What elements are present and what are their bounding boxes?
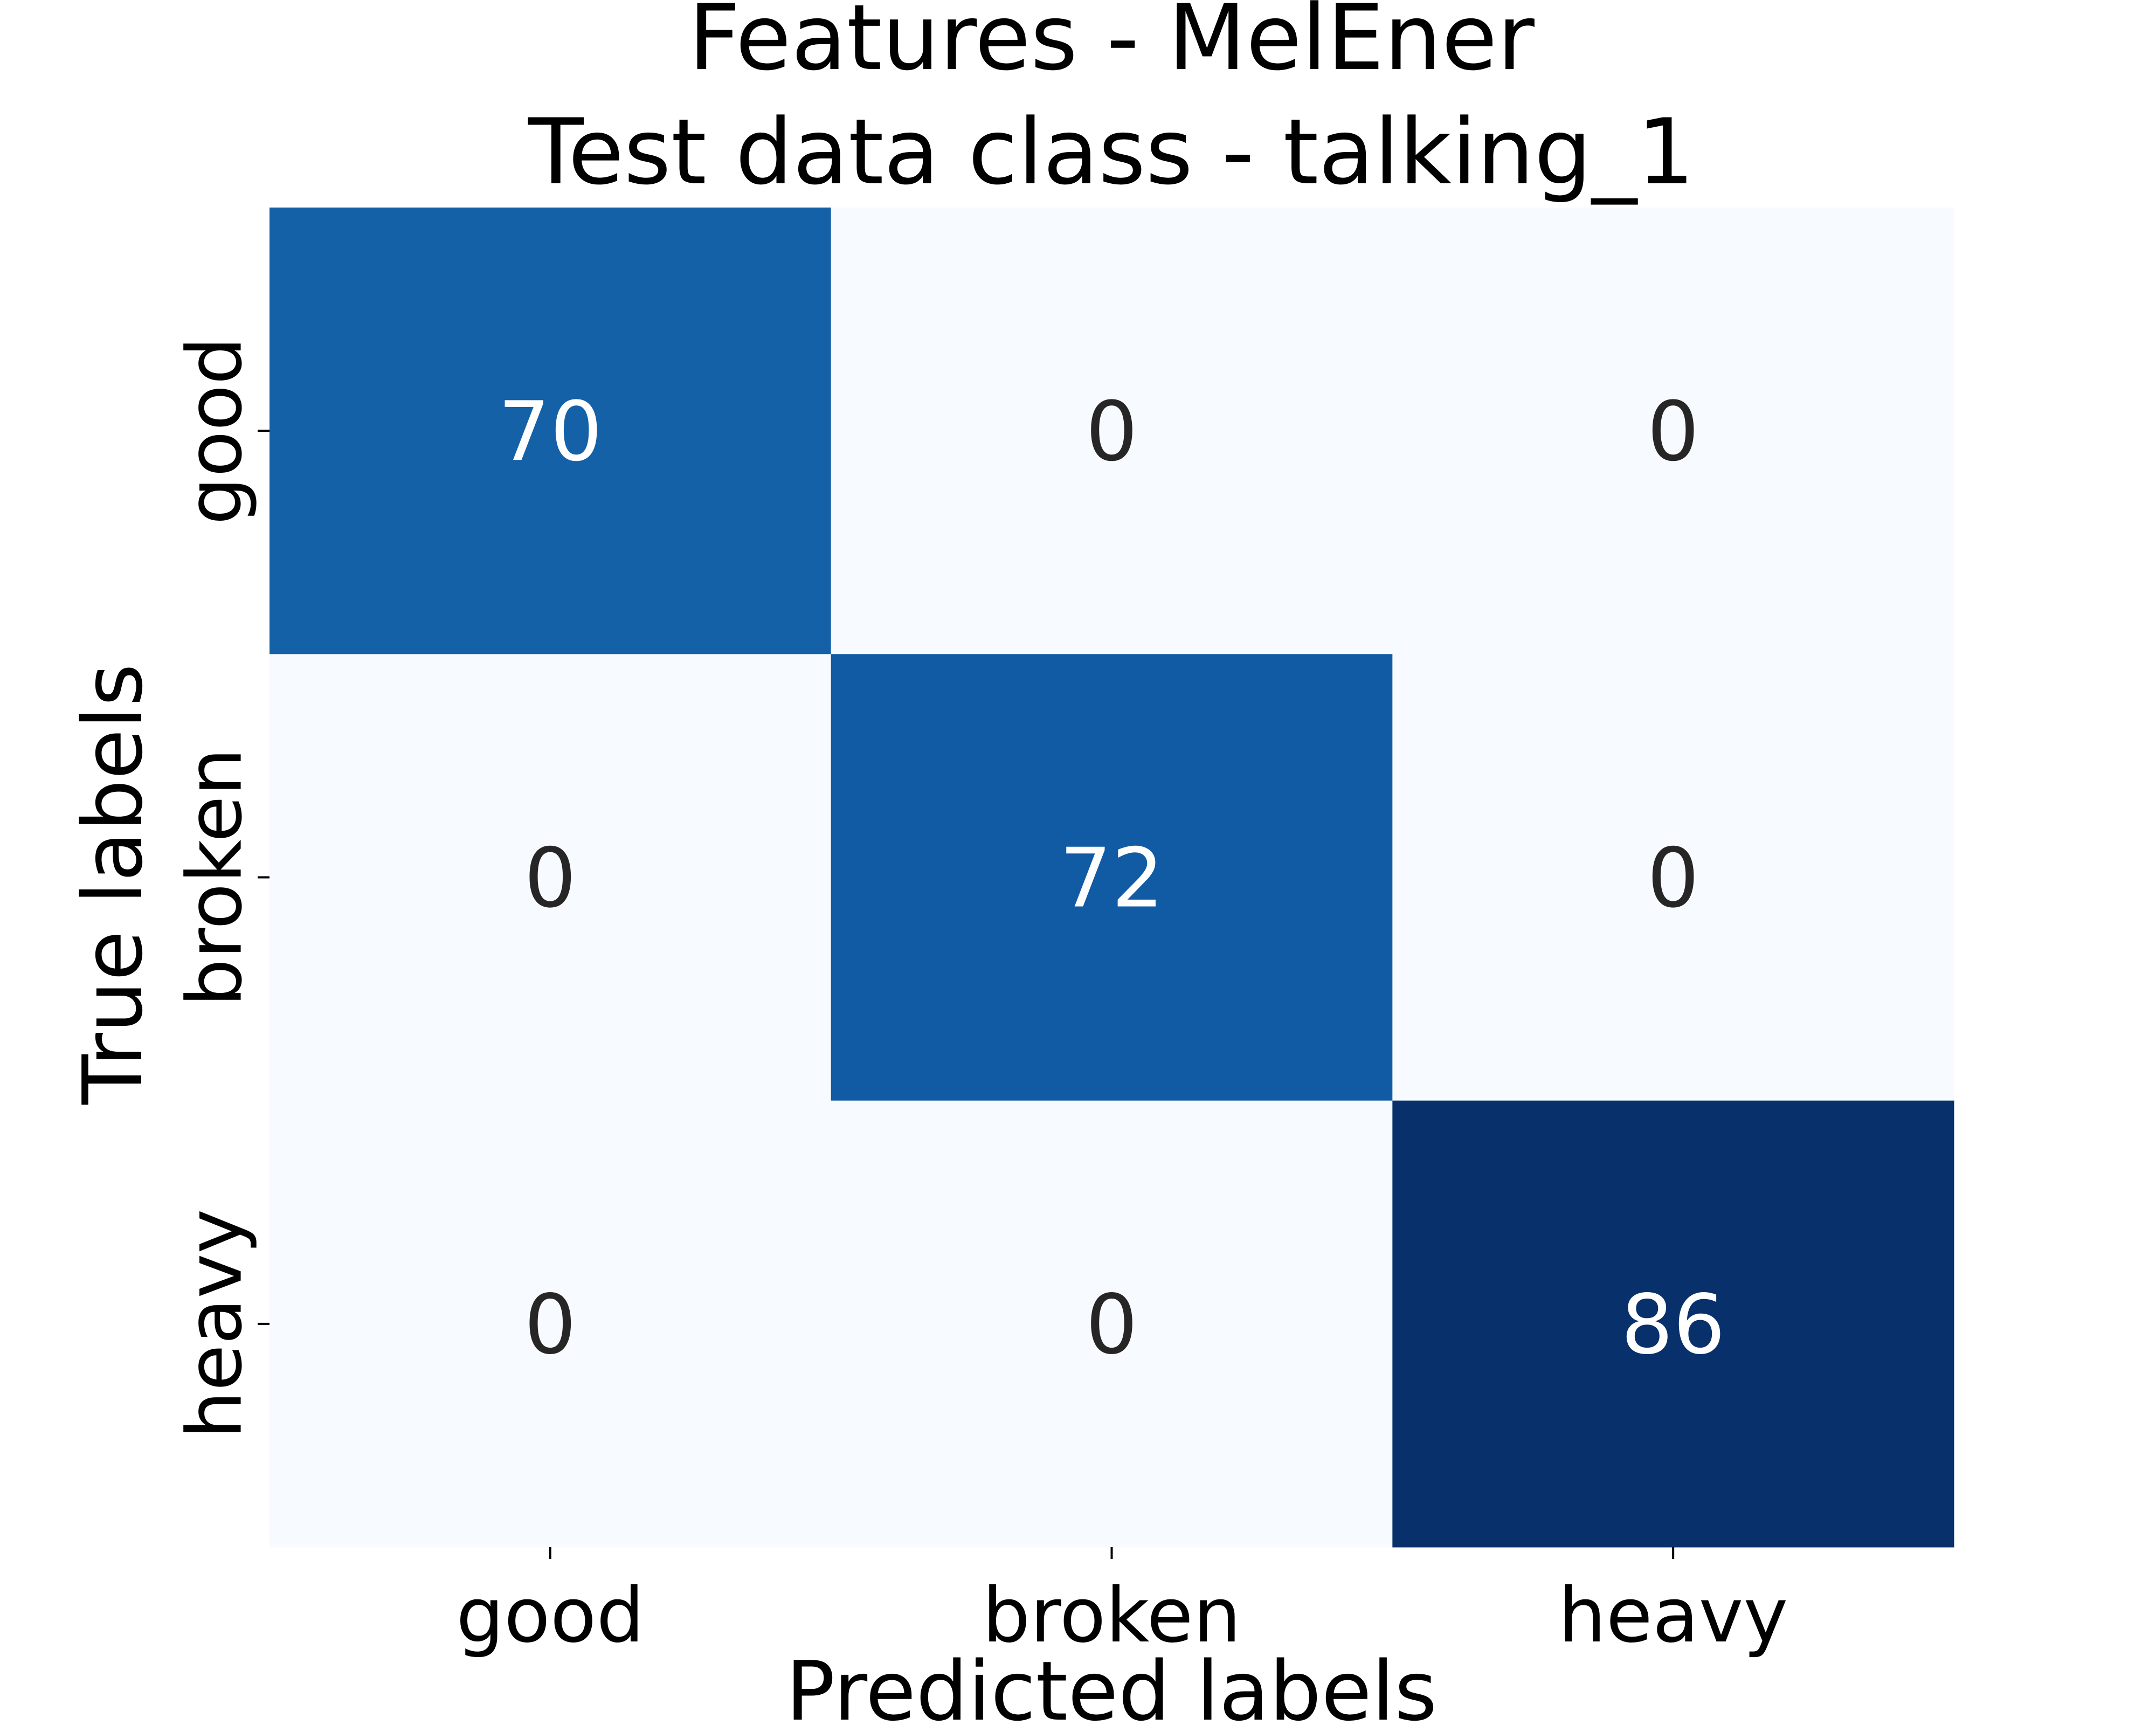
x-tick-label-good: good <box>456 1572 644 1660</box>
y-axis-label: True labels <box>65 664 161 1105</box>
chart-title-line-1: Features - MelEner <box>688 0 1535 91</box>
chart-title: Features - MelEner Test data class - tal… <box>528 0 1695 205</box>
cell-value-label-broken-good: 0 <box>524 831 576 926</box>
cell-value-label-broken-broken: 72 <box>1060 831 1164 926</box>
cell-value-label-good-broken: 0 <box>1086 384 1138 479</box>
x-tick-label-broken: broken <box>983 1572 1241 1660</box>
y-tick-label-broken: broken <box>171 748 259 1007</box>
cell-value-label-heavy-heavy: 86 <box>1621 1277 1725 1372</box>
chart-title-line-2: Test data class - talking_1 <box>528 99 1695 205</box>
heatmap-cell-heavy-good <box>270 1100 832 1548</box>
x-tick-label-heavy: heavy <box>1558 1572 1788 1660</box>
heatmap-cell-broken-broken <box>831 654 1393 1101</box>
heatmap-cell-heavy-heavy <box>1392 1100 1954 1548</box>
cell-value-label-broken-heavy: 0 <box>1647 831 1699 926</box>
cell-value-label-heavy-good: 0 <box>524 1277 576 1372</box>
heatmap-grid: 70 0 0 0 72 0 0 0 86 <box>270 208 1954 1548</box>
heatmap-cell-broken-heavy <box>1392 654 1954 1101</box>
cell-value-label-heavy-broken: 0 <box>1086 1277 1138 1372</box>
heatmap-cell-heavy-broken <box>831 1100 1393 1548</box>
heatmap-cell-good-broken <box>831 208 1393 654</box>
cell-value-label-good-heavy: 0 <box>1647 384 1699 479</box>
cell-value-label-good-good: 70 <box>498 384 602 479</box>
y-tick-label-good: good <box>171 337 259 525</box>
heatmap-cell-broken-good <box>270 654 832 1101</box>
axis-ticks: good broken heavy good broken heavy <box>171 337 1788 1660</box>
heatmap-cell-good-heavy <box>1392 208 1954 654</box>
heatmap-cell-good-good <box>270 208 832 654</box>
x-axis-label: Predicted labels <box>786 1644 1438 1725</box>
y-tick-label-heavy: heavy <box>171 1209 259 1439</box>
